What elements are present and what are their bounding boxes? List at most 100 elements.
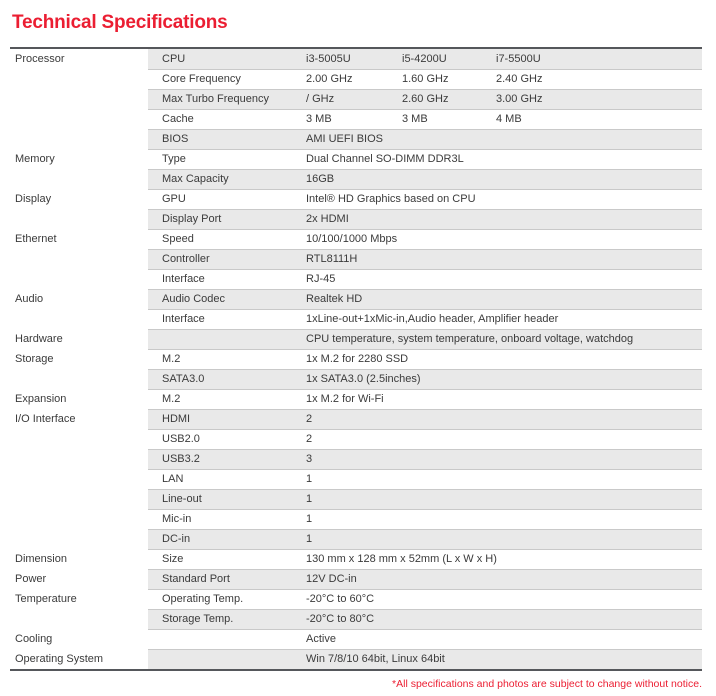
spec-value: 2.00 GHz bbox=[306, 73, 353, 85]
spec-row: Line-out 1 bbox=[10, 489, 702, 509]
spec-value: 130 mm x 128 mm x 52mm (L x W x H) bbox=[306, 553, 497, 565]
spec-row: Max Turbo Frequency / GHz 2.60 GHz 3.00 GHz bbox=[10, 89, 702, 109]
spec-row: Display GPU Intel® HD Graphics based on CP… bbox=[10, 189, 702, 209]
category-label: Hardware bbox=[10, 329, 148, 349]
spec-band: Interface 1xLine-out+1xMic-in,Audio heade… bbox=[148, 309, 702, 329]
spec-value: 1x M.2 for Wi-Fi bbox=[306, 393, 384, 405]
spec-value: -20°C to 60°C bbox=[306, 593, 375, 605]
spec-value: Intel® HD Graphics based on CPU bbox=[306, 193, 476, 205]
spec-value: Active bbox=[306, 633, 336, 645]
category-label bbox=[10, 109, 148, 129]
spec-name: BIOS bbox=[162, 133, 189, 145]
spec-band: Standard Port 12V DC-in bbox=[148, 569, 702, 589]
spec-band: Interface RJ-45 bbox=[148, 269, 702, 289]
spec-name: Audio Codec bbox=[162, 293, 225, 305]
spec-value: 1 bbox=[306, 513, 313, 525]
spec-name bbox=[162, 649, 306, 669]
spec-value: RJ-45 bbox=[306, 273, 336, 285]
spec-row: Temperature Operating Temp. -20°C to 60°C bbox=[10, 589, 702, 609]
spec-name: Standard Port bbox=[162, 573, 230, 585]
spec-name: M.2 bbox=[162, 353, 181, 365]
spec-band: Speed 10/100/1000 Mbps bbox=[148, 229, 702, 249]
spec-band: Operating Temp. -20°C to 60°C bbox=[148, 589, 702, 609]
spec-value: 2.40 GHz bbox=[496, 73, 543, 85]
spec-value: 12V DC-in bbox=[306, 573, 357, 585]
spec-band: Max Turbo Frequency / GHz 2.60 GHz 3.00 GHz bbox=[148, 89, 702, 109]
spec-name: LAN bbox=[162, 473, 184, 485]
spec-value: Dual Channel SO-DIMM DDR3L bbox=[306, 153, 464, 165]
spec-value: Win 7/8/10 64bit, Linux 64bit bbox=[306, 653, 445, 665]
category-label bbox=[10, 529, 148, 549]
spec-band: Cache 3 MB 3 MB 4 MB bbox=[148, 109, 702, 129]
spec-value: i7-5500U bbox=[496, 53, 541, 65]
spec-row: Mic-in 1 bbox=[10, 509, 702, 529]
spec-value: 3 MB bbox=[306, 113, 332, 125]
spec-value: AMI UEFI BIOS bbox=[306, 133, 384, 145]
category-label bbox=[10, 209, 148, 229]
category-label: Temperature bbox=[10, 589, 148, 609]
category-label bbox=[10, 429, 148, 449]
spec-row: Display Port 2x HDMI bbox=[10, 209, 702, 229]
category-label: Processor bbox=[10, 49, 148, 69]
spec-row: Core Frequency 2.00 GHz 1.60 GHz 2.40 GHz bbox=[10, 69, 702, 89]
spec-value: 1x SATA3.0 (2.5inches) bbox=[306, 373, 421, 385]
footnote: *All specifications and photos are subje… bbox=[392, 678, 702, 690]
category-label: Operating System bbox=[10, 649, 148, 669]
category-label bbox=[10, 269, 148, 289]
spec-band: Active bbox=[148, 629, 702, 649]
spec-name: Max Capacity bbox=[162, 173, 229, 185]
spec-value: CPU temperature, system temperature, onb… bbox=[306, 333, 634, 345]
spec-band: Win 7/8/10 64bit, Linux 64bit bbox=[148, 649, 702, 669]
spec-name: Cache bbox=[162, 113, 194, 125]
spec-value: 1x M.2 for 2280 SSD bbox=[306, 353, 409, 365]
spec-name: M.2 bbox=[162, 393, 181, 405]
category-label bbox=[10, 449, 148, 469]
spec-name: DC-in bbox=[162, 533, 191, 545]
spec-value: 10/100/1000 Mbps bbox=[306, 233, 398, 245]
spec-row: Cooling Active bbox=[10, 629, 702, 649]
spec-row: Storage Temp. -20°C to 80°C bbox=[10, 609, 702, 629]
spec-name: Display Port bbox=[162, 213, 222, 225]
spec-value: 4 MB bbox=[496, 113, 522, 125]
spec-value: i3-5005U bbox=[306, 53, 351, 65]
spec-name: Type bbox=[162, 153, 186, 165]
spec-row: Power Standard Port 12V DC-in bbox=[10, 569, 702, 589]
spec-band: Controller RTL8111H bbox=[148, 249, 702, 269]
spec-band: Size 130 mm x 128 mm x 52mm (L x W x H) bbox=[148, 549, 702, 569]
spec-table: Processor CPU i3-5005U i5-4200U i7-5500U Core… bbox=[10, 47, 702, 671]
category-label bbox=[10, 129, 148, 149]
spec-row: SATA3.0 1x SATA3.0 (2.5inches) bbox=[10, 369, 702, 389]
spec-name: Interface bbox=[162, 273, 205, 285]
category-label: Display bbox=[10, 189, 148, 209]
spec-band: DC-in 1 bbox=[148, 529, 702, 549]
spec-row: Memory Type Dual Channel SO-DIMM DDR3L bbox=[10, 149, 702, 169]
spec-name: Interface bbox=[162, 313, 205, 325]
spec-value: 2 bbox=[306, 433, 313, 445]
spec-band: Line-out 1 bbox=[148, 489, 702, 509]
spec-row: Operating System Win 7/8/10 64bit, Linux … bbox=[10, 649, 702, 669]
category-label bbox=[10, 489, 148, 509]
spec-band: Core Frequency 2.00 GHz 1.60 GHz 2.40 GHz bbox=[148, 69, 702, 89]
spec-value: 2.60 GHz bbox=[402, 93, 449, 105]
spec-row: DC-in 1 bbox=[10, 529, 702, 549]
spec-row: Ethernet Speed 10/100/1000 Mbps bbox=[10, 229, 702, 249]
category-label bbox=[10, 89, 148, 109]
spec-name: Size bbox=[162, 553, 184, 565]
spec-row: Dimension Size 130 mm x 128 mm x 52mm (L x… bbox=[10, 549, 702, 569]
spec-band: SATA3.0 1x SATA3.0 (2.5inches) bbox=[148, 369, 702, 389]
spec-value: 1xLine-out+1xMic-in,Audio header, Amplif… bbox=[306, 313, 559, 325]
spec-value: 3.00 GHz bbox=[496, 93, 543, 105]
spec-row: Cache 3 MB 3 MB 4 MB bbox=[10, 109, 702, 129]
spec-value: 1 bbox=[306, 473, 313, 485]
category-label: Expansion bbox=[10, 389, 148, 409]
category-label bbox=[10, 249, 148, 269]
spec-band: Max Capacity 16GB bbox=[148, 169, 702, 189]
spec-band: CPU temperature, system temperature, onb… bbox=[148, 329, 702, 349]
spec-row: Storage M.2 1x M.2 for 2280 SSD bbox=[10, 349, 702, 369]
spec-row: Interface 1xLine-out+1xMic-in,Audio heade… bbox=[10, 309, 702, 329]
spec-name: Max Turbo Frequency bbox=[162, 93, 269, 105]
spec-value: 1 bbox=[306, 493, 313, 505]
spec-value: 1.60 GHz bbox=[402, 73, 449, 85]
spec-value: Realtek HD bbox=[306, 293, 363, 305]
